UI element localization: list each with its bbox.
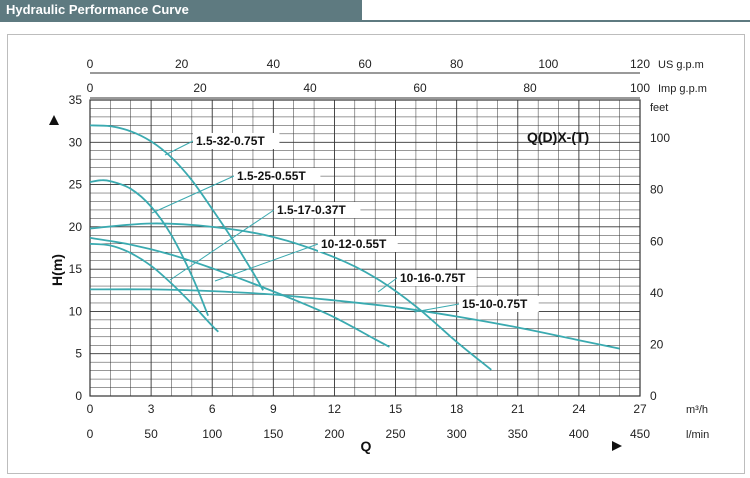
series-label: 15-10-0.75T [462,297,528,311]
y-tick-label-m: 30 [69,135,83,149]
top-tick-label-imp-gpm: 100 [630,81,650,95]
x-tick-label-m3h: 6 [209,402,216,416]
x-tick-label-lmin: 150 [263,427,283,441]
series-label-bg [234,168,321,184]
page-title: Hydraulic Performance Curve [6,2,189,17]
x-tick-label-lmin: 300 [447,427,467,441]
x-tick-label-lmin: 400 [569,427,589,441]
x-tick-label-lmin: 250 [386,427,406,441]
y-tick-label-m: 5 [75,347,82,361]
model-label: Q(D)X-(T) [527,129,589,145]
right-tick-label-feet: 20 [650,337,664,351]
top-tick-label-us-gpm: 120 [630,57,650,71]
series-line-1.5-32-0.75T [89,124,264,291]
x-tick-label-lmin: 50 [144,427,158,441]
series-line-10-12-0.55T [89,237,390,348]
x-tick-label-m3h: 15 [389,402,403,416]
x-tick-label-lmin: 450 [630,427,650,441]
y-tick-label-m: 10 [69,304,83,318]
x-tick-label-m3h: 3 [148,402,155,416]
series-label-bg [274,202,361,218]
right-tick-label-feet: 80 [650,183,664,197]
right-tick-label-feet: 0 [650,389,657,403]
series-label-bg [459,296,539,312]
label-leader-line [169,209,275,281]
series-label: 1.5-25-0.55T [237,169,306,183]
series-label: 10-12-0.55T [321,237,387,251]
right-tick-label-feet: 100 [650,131,670,145]
y-tick-label-m: 0 [75,389,82,403]
series-label-bg [318,236,398,252]
series-label: 1.5-32-0.75T [196,134,265,148]
x-tick-label-m3h: 27 [633,402,647,416]
top-tick-label-imp-gpm: 80 [523,81,537,95]
x-tick-label-m3h: 24 [572,402,586,416]
right-tick-label-feet: 40 [650,286,664,300]
top-tick-label-us-gpm: 40 [267,57,281,71]
top-tick-label-us-gpm: 80 [450,57,464,71]
plot-border [89,99,641,397]
y-axis-title: H(m) [49,254,65,286]
x-tick-label-m3h: 18 [450,402,464,416]
series-line-15-10-0.75T [89,288,620,350]
top-tick-label-us-gpm: 60 [358,57,372,71]
label-leader-line [164,140,194,156]
series-label: 10-16-0.75T [400,271,466,285]
y-tick-label-m: 15 [69,262,83,276]
series-line-1.5-25-0.55T [89,179,209,317]
x-tick-label-m3h: 21 [511,402,525,416]
top-tick-label-us-gpm: 100 [538,57,558,71]
label-leader-line [214,243,319,282]
series-line-10-16-0.75T [89,222,492,371]
series-line-1.5-17-0.37T [89,242,219,333]
right-tick-label-feet: 60 [650,234,664,248]
right-unit-feet: feet [650,102,668,114]
x-tick-label-m3h: 9 [270,402,277,416]
top-tick-label-us-gpm: 0 [87,57,94,71]
top-unit-us-gpm: US g.p.m [658,59,704,71]
top-tick-label-imp-gpm: 40 [303,81,317,95]
x-axis-title: Q [361,438,372,454]
y-axis-arrow-icon [49,115,59,125]
x-tick-label-m3h: 12 [328,402,342,416]
x-axis-arrow-icon [612,441,622,451]
x-tick-label-lmin: 100 [202,427,222,441]
top-tick-label-us-gpm: 20 [175,57,189,71]
x-tick-label-m3h: 0 [87,402,94,416]
top-tick-label-imp-gpm: 0 [87,81,94,95]
y-tick-label-m: 35 [69,93,83,107]
chart-frame [7,34,745,474]
top-tick-label-imp-gpm: 60 [413,81,427,95]
x-unit-m3h: m³/h [686,404,708,416]
y-tick-label-m: 20 [69,220,83,234]
x-tick-label-lmin: 200 [324,427,344,441]
series-label-bg [397,270,477,286]
title-bar: Hydraulic Performance Curve [0,0,362,20]
series-label-bg [193,133,280,149]
label-leader-line [413,303,460,313]
top-tick-label-imp-gpm: 20 [193,81,207,95]
x-unit-lmin: l/min [686,429,709,441]
top-unit-imp-gpm: Imp g.p.m [658,83,707,95]
x-tick-label-lmin: 0 [87,427,94,441]
x-tick-label-lmin: 350 [508,427,528,441]
series-label: 1.5-17-0.37T [277,203,346,217]
title-rule [0,20,750,22]
label-leader-line [151,175,235,214]
y-tick-label-m: 25 [69,178,83,192]
label-leader-line [377,277,398,293]
